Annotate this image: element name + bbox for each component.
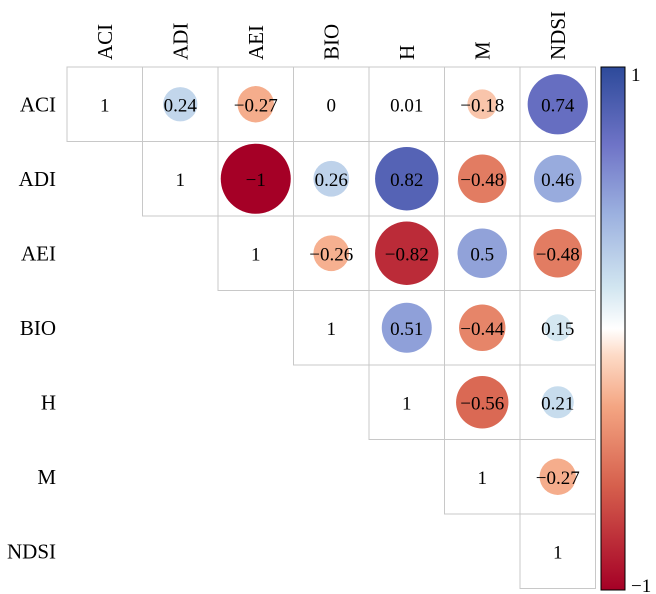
value-label-ADI-M: −0.48 xyxy=(460,170,504,191)
value-label-H-M: −0.56 xyxy=(460,393,504,414)
row-label-ADI: ADI xyxy=(19,167,56,191)
colorbar-gradient xyxy=(600,66,626,591)
colorbar: 1 −1 xyxy=(600,65,651,594)
column-label-H: H xyxy=(395,45,419,60)
column-label-M: M xyxy=(470,41,494,60)
column-label-ACI: ACI xyxy=(93,24,117,60)
circle-AEI-M xyxy=(457,228,507,278)
value-label-ADI-H: 0.82 xyxy=(390,170,423,191)
value-label-ACI-AEI: −0.27 xyxy=(234,95,278,116)
circle-H-NDSI xyxy=(541,386,574,419)
value-label-M-NDSI: −0.27 xyxy=(536,468,580,489)
circle-ADI-H xyxy=(375,147,439,211)
colorbar-min-label: −1 xyxy=(631,576,651,594)
value-label-BIO-H: 0.51 xyxy=(390,319,423,340)
value-label-ADI-AEI: −1 xyxy=(246,170,266,191)
circle-ACI-ADI xyxy=(163,87,198,122)
value-label-ADI-NDSI: 0.46 xyxy=(541,170,574,191)
circle-AEI-H xyxy=(375,221,439,285)
row-label-BIO: BIO xyxy=(20,316,56,340)
row-label-ACI: ACI xyxy=(20,92,56,116)
value-label-ACI-ADI: 0.24 xyxy=(164,95,198,116)
value-label-ADI-ADI: 1 xyxy=(176,170,186,191)
circle-ACI-AEI xyxy=(237,86,274,123)
value-label-AEI-H: −0.82 xyxy=(385,244,429,265)
value-label-NDSI-NDSI: 1 xyxy=(553,542,563,563)
value-label-ACI-H: 0.01 xyxy=(390,95,423,116)
circle-BIO-H xyxy=(381,302,432,353)
row-label-H: H xyxy=(41,390,56,414)
row-label-AEI: AEI xyxy=(21,241,56,265)
circle-M-NDSI xyxy=(539,458,576,495)
row-labels: ACI ADI AEI BIO H M NDSI xyxy=(7,92,56,563)
value-label-H-H: 1 xyxy=(402,393,412,414)
value-label-H-NDSI: 0.21 xyxy=(541,393,574,414)
value-label-BIO-BIO: 1 xyxy=(327,319,337,340)
colorbar-max-label: 1 xyxy=(631,65,641,86)
column-label-NDSI: NDSI xyxy=(546,11,570,60)
value-label-ADI-BIO: 0.26 xyxy=(315,170,348,191)
value-label-BIO-M: −0.44 xyxy=(460,319,504,340)
row-label-M: M xyxy=(37,465,56,489)
matrix-cells: 1 0.24 −0.27 0 0.01 −0.18 0.74 1 −1 0.26 0.82 −0.48… xyxy=(66,66,596,589)
column-label-BIO: BIO xyxy=(319,24,343,60)
value-label-ACI-ACI: 1 xyxy=(100,95,110,116)
value-label-AEI-BIO: −0.26 xyxy=(309,244,353,265)
row-label-NDSI: NDSI xyxy=(7,539,56,563)
column-label-ADI: ADI xyxy=(168,23,192,60)
value-label-M-M: 1 xyxy=(478,468,488,489)
value-label-AEI-NDSI: −0.48 xyxy=(536,244,580,265)
circle-BIO-NDSI xyxy=(544,314,572,342)
value-label-AEI-M: 0.5 xyxy=(470,244,494,265)
circle-ACI-M xyxy=(467,89,498,120)
circle-H-M xyxy=(456,376,509,429)
column-labels: ACI ADI AEI BIO H M NDSI xyxy=(93,11,570,60)
value-label-ACI-M: −0.18 xyxy=(460,95,504,116)
value-label-ACI-BIO: 0 xyxy=(327,95,337,116)
circle-ADI-NDSI xyxy=(534,155,582,203)
circle-BIO-M xyxy=(459,304,506,351)
circle-ACI-NDSI xyxy=(527,74,588,135)
circle-AEI-BIO xyxy=(313,235,350,272)
value-label-ACI-NDSI: 0.74 xyxy=(541,95,575,116)
circle-ACI-H xyxy=(403,100,411,108)
cell-NDSI-NDSI xyxy=(519,513,596,589)
value-label-BIO-NDSI: 0.15 xyxy=(541,319,574,340)
circle-ADI-M xyxy=(458,154,507,203)
circle-AEI-NDSI xyxy=(533,229,582,278)
circle-ADI-BIO xyxy=(313,160,350,197)
value-label-AEI-AEI: 1 xyxy=(251,244,261,265)
circle-ADI-AEI xyxy=(220,143,291,214)
column-label-AEI: AEI xyxy=(244,25,268,60)
